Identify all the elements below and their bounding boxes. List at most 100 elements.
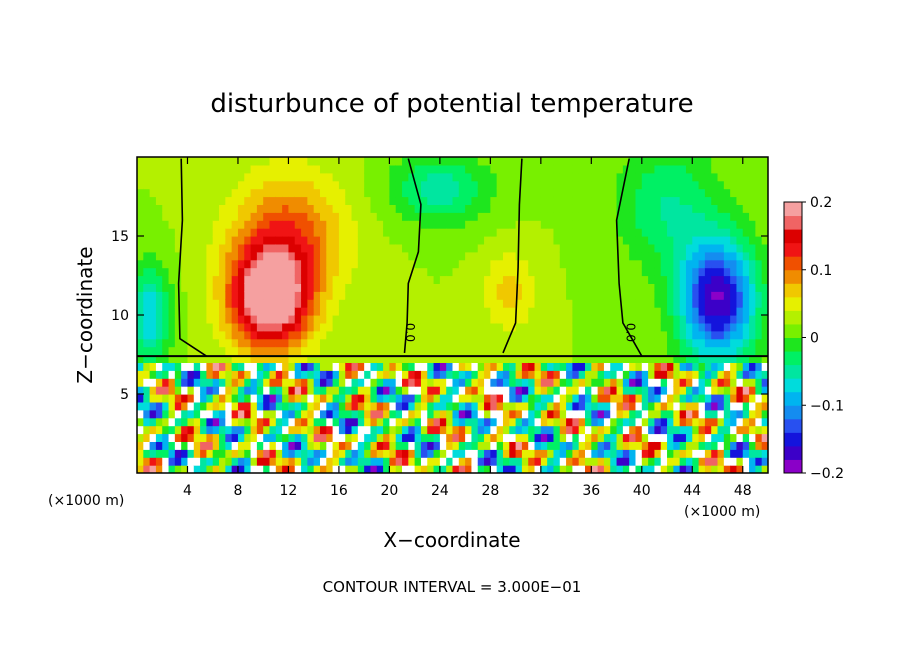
field-cell [635,362,643,371]
field-cell [383,449,390,458]
field-cell [559,275,567,284]
field-cell [761,449,768,458]
field-cell [181,212,189,221]
field-cell [376,220,384,229]
field-cell [427,220,435,229]
field-cell [351,251,359,261]
field-cell [673,164,681,174]
field-cell [402,394,409,403]
field-cell [559,188,567,198]
field-cell [616,236,624,245]
field-cell [187,283,195,292]
field-cell [730,236,738,245]
field-cell [383,212,390,221]
field-cell [256,267,264,277]
field-cell [332,283,340,292]
field-cell [635,330,643,340]
field-cell [275,322,283,332]
field-cell [635,433,643,442]
field-cell [269,457,277,466]
field-cell [641,212,649,221]
field-cell [427,196,435,205]
field-cell [275,378,283,387]
field-cell [502,417,510,427]
field-cell [439,180,447,190]
field-cell [345,267,353,277]
field-cell [244,433,252,442]
field-cell [263,465,271,473]
field-cell [603,204,611,213]
field-cell [237,251,245,261]
field-cell [446,441,454,450]
field-cell [755,441,763,450]
field-cell [585,204,592,213]
field-cell [736,196,744,205]
field-cell [395,394,403,403]
field-cell [193,338,201,348]
field-cell [351,315,359,324]
field-cell [433,417,441,427]
field-cell [465,299,473,308]
field-cell [540,449,548,458]
field-cell [250,157,258,166]
field-cell [616,386,624,395]
field-cell [301,370,308,379]
field-cell [143,204,151,213]
field-cell [319,322,327,332]
field-cell [389,425,397,435]
field-cell [610,322,618,332]
field-cell [433,251,441,261]
field-cell [345,449,353,458]
field-cell [389,465,397,473]
field-cell [553,299,561,308]
field-cell [547,259,555,269]
field-cell [692,259,700,269]
field-cell [761,180,768,190]
field-cell [477,157,485,166]
field-cell [307,180,315,190]
field-cell [723,157,731,166]
field-cell [402,267,409,277]
field-cell [364,425,372,435]
field-cell [761,188,768,198]
field-cell [761,243,768,253]
field-cell [162,315,170,324]
field-cell [452,228,460,237]
field-cell [212,378,220,387]
field-cell [635,386,643,395]
field-cell [496,346,504,356]
field-cell [256,354,264,363]
field-cell [528,315,536,324]
field-cell [181,236,189,245]
field-cell [402,386,409,395]
field-cell [534,378,542,387]
field-cell [484,425,491,435]
field-cell [395,378,403,387]
field-cell [477,322,485,332]
field-cell [711,417,719,427]
field-cell [364,401,372,411]
field-cell [181,228,189,237]
field-cell [149,322,157,332]
field-cell [433,283,441,292]
field-cell [439,370,447,379]
field-cell [294,354,302,363]
field-cell [648,251,656,261]
field-cell [282,322,290,332]
field-cell [534,449,542,458]
field-cell [187,307,195,316]
field-cell [269,236,277,245]
field-cell [351,172,359,182]
field-cell [654,315,662,324]
field-cell [465,228,473,237]
field-cell [616,409,624,419]
field-cell [307,307,315,316]
field-cell [755,346,763,356]
field-cell [143,315,151,324]
field-cell [496,315,504,324]
field-cell [433,220,441,229]
field-cell [547,394,555,403]
field-cell [162,457,170,466]
field-cell [559,425,567,435]
field-cell [225,188,233,198]
